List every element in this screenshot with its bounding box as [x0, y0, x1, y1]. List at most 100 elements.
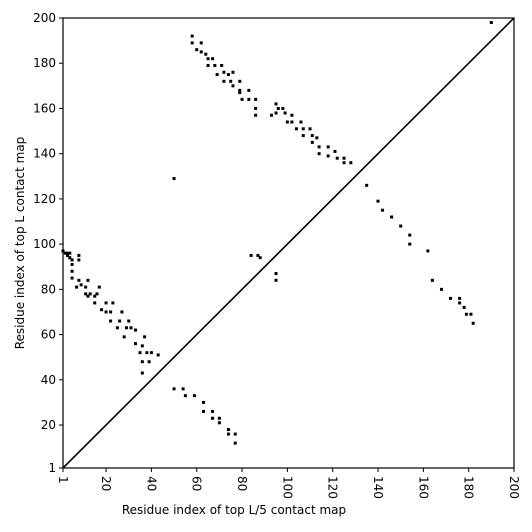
contact-point — [308, 127, 312, 131]
contact-point — [68, 256, 72, 260]
contact-point — [199, 50, 203, 54]
contact-point — [238, 91, 242, 95]
contact-point — [111, 301, 115, 305]
contact-point — [190, 34, 194, 38]
contact-point — [134, 328, 138, 332]
contact-point — [285, 120, 289, 124]
x-tick-label: 20 — [99, 476, 113, 491]
contact-point — [192, 394, 196, 398]
contact-point — [294, 127, 298, 131]
contact-point — [333, 149, 337, 153]
contact-point — [93, 294, 97, 298]
contact-point — [276, 106, 280, 110]
contact-point — [172, 177, 176, 181]
contact-point — [84, 285, 88, 289]
contact-point — [390, 215, 394, 219]
contact-point — [290, 113, 294, 117]
contact-point — [238, 79, 242, 83]
contact-point — [335, 156, 339, 160]
contact-point — [143, 335, 147, 339]
contact-point — [226, 73, 230, 77]
contact-point — [195, 48, 199, 52]
contact-point — [254, 97, 258, 101]
contact-point — [462, 305, 466, 309]
contact-point — [145, 351, 149, 355]
contact-point — [70, 258, 74, 262]
contact-point — [140, 344, 144, 348]
contact-point — [326, 154, 330, 158]
y-tick-label: 140 — [33, 147, 56, 161]
contact-point — [104, 310, 108, 314]
contact-point — [315, 136, 319, 140]
contact-point — [63, 251, 67, 255]
y-tick-label: 1 — [48, 461, 56, 475]
contact-point — [97, 285, 101, 289]
contact-point — [458, 301, 462, 305]
contact-point — [199, 41, 203, 45]
contact-point — [299, 120, 303, 124]
contact-point — [66, 251, 70, 255]
y-tick-label: 20 — [41, 418, 56, 432]
x-tick-label: 100 — [280, 476, 294, 499]
contact-point — [213, 63, 217, 67]
contact-point — [75, 285, 79, 289]
contact-point — [254, 113, 258, 117]
y-axis-label: Residue index of top L contact map — [13, 137, 27, 350]
contact-point — [317, 145, 321, 149]
contact-point — [301, 127, 305, 131]
contact-point — [240, 97, 244, 101]
contact-point — [301, 134, 305, 138]
contact-point — [349, 161, 353, 165]
contact-point — [270, 113, 274, 117]
y-tick-label: 200 — [33, 11, 56, 25]
contact-point — [129, 326, 133, 330]
contact-point — [181, 387, 185, 391]
diagonal-line — [62, 17, 515, 469]
contact-point — [464, 312, 468, 316]
contact-point — [381, 208, 385, 212]
contact-point — [115, 326, 119, 330]
contact-point — [226, 432, 230, 436]
contact-point — [342, 156, 346, 160]
x-tick-label: 80 — [235, 476, 249, 491]
x-tick-label: 1 — [56, 476, 70, 484]
contact-point — [68, 251, 72, 255]
contact-point — [217, 416, 221, 420]
contact-point — [274, 102, 278, 106]
contact-point — [281, 106, 285, 110]
contact-point — [66, 253, 70, 257]
contact-point — [84, 292, 88, 296]
contact-point — [231, 84, 235, 88]
x-tick-label: 200 — [507, 476, 521, 499]
contact-point — [215, 73, 219, 77]
contact-point — [134, 342, 138, 346]
contact-point — [310, 134, 314, 138]
contact-point — [256, 253, 260, 257]
contact-point — [120, 310, 124, 314]
contact-point — [95, 292, 99, 296]
contact-point — [233, 441, 237, 445]
y-tick-label: 80 — [41, 282, 56, 296]
contact-point — [79, 283, 83, 287]
contact-point — [147, 360, 151, 364]
contact-point — [190, 41, 194, 45]
contact-point — [86, 294, 90, 298]
contact-point — [93, 301, 97, 305]
y-tick-label: 120 — [33, 192, 56, 206]
contact-point — [77, 258, 81, 262]
contact-point — [140, 360, 144, 364]
contact-point — [489, 21, 493, 25]
contact-point — [376, 199, 380, 203]
contact-point — [202, 409, 206, 413]
contact-point — [77, 253, 81, 257]
contact-point — [70, 276, 74, 280]
contact-point — [109, 319, 113, 323]
contact-point — [258, 256, 262, 260]
plot-frame — [62, 17, 515, 469]
contact-point — [310, 140, 314, 144]
contact-point — [247, 97, 251, 101]
contact-point — [439, 287, 443, 291]
contact-point — [70, 269, 74, 273]
